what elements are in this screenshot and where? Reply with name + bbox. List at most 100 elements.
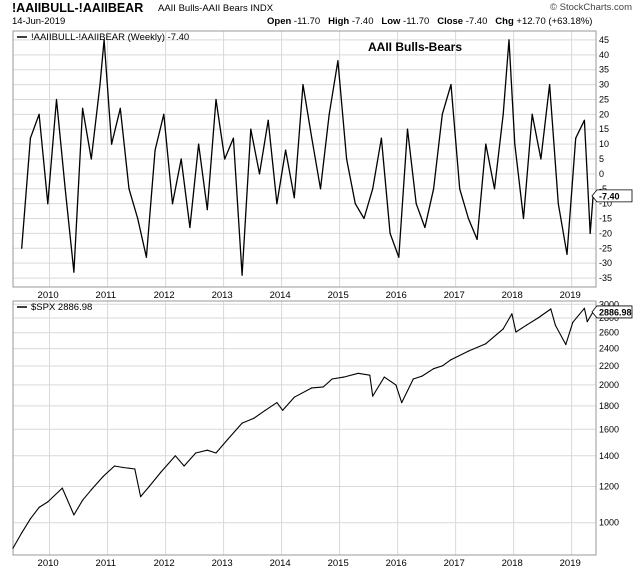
y-tick-label: 10	[599, 139, 609, 149]
data-point	[467, 350, 469, 352]
data-point	[276, 203, 278, 205]
legend-label: !AAIIBULL-!AAIIBEAR (Weekly) -7.40	[31, 32, 189, 43]
data-point	[485, 343, 487, 345]
data-point	[322, 386, 324, 388]
x-tick-label: 2013	[212, 290, 233, 299]
last-value-text: 2886.98	[599, 307, 632, 317]
data-point	[145, 256, 147, 258]
data-point	[64, 188, 66, 190]
data-point	[406, 128, 409, 130]
data-point	[319, 188, 322, 190]
y-tick-label: -20	[599, 228, 612, 238]
data-point	[258, 173, 261, 175]
data-point	[557, 203, 559, 205]
data-point	[140, 496, 142, 498]
data-point	[119, 107, 121, 109]
data-point	[383, 376, 385, 378]
data-point	[111, 143, 113, 145]
y-tick-label: 1000	[599, 518, 619, 528]
data-point	[276, 402, 278, 404]
x-tick-label: 2018	[502, 558, 523, 569]
data-point	[90, 489, 92, 491]
x-tick-label: 2013	[212, 558, 233, 569]
data-point	[515, 331, 517, 333]
data-point	[21, 247, 23, 249]
data-point	[369, 374, 371, 376]
data-point	[540, 158, 542, 160]
data-point	[195, 452, 197, 454]
data-point	[154, 149, 156, 151]
low-value: -11.70	[403, 16, 430, 27]
data-point	[531, 113, 533, 115]
data-point	[227, 438, 229, 441]
data-point	[198, 143, 200, 145]
data-point	[61, 487, 63, 489]
data-point	[267, 119, 269, 121]
x-tick-label: 2014	[270, 558, 291, 569]
data-point	[354, 203, 356, 205]
data-point	[525, 324, 528, 326]
y-tick-label: -5	[599, 184, 607, 194]
data-point	[282, 409, 284, 411]
legend-label: $SPX 2886.98	[31, 302, 92, 313]
series-line	[12, 307, 594, 549]
data-point	[189, 226, 191, 229]
data-point	[134, 468, 136, 470]
data-point	[343, 376, 345, 378]
data-point	[389, 232, 391, 234]
data-point	[160, 471, 162, 473]
last-value-text: -7.40	[599, 191, 620, 201]
x-tick-label: 2011	[96, 290, 116, 299]
data-point	[554, 324, 557, 326]
x-tick-label: 2015	[328, 558, 349, 569]
y-tick-label: 5	[599, 154, 604, 164]
x-tick-label: 2016	[386, 290, 407, 299]
data-point	[250, 128, 252, 130]
data-point	[171, 203, 174, 205]
data-point	[113, 465, 116, 467]
open-label: Open	[267, 16, 292, 27]
data-point	[401, 402, 403, 404]
data-point	[337, 60, 339, 62]
data-point	[537, 317, 539, 319]
data-point	[311, 387, 313, 389]
data-point	[174, 455, 176, 457]
y-tick-label: -30	[599, 258, 612, 268]
low-label: Low	[381, 16, 401, 27]
y-tick-label: 2200	[599, 361, 619, 371]
x-tick-label: 2010	[38, 558, 59, 569]
data-point	[467, 217, 469, 220]
y-tick-label: 15	[599, 124, 609, 134]
data-point	[476, 238, 478, 240]
data-point	[514, 143, 516, 145]
y-tick-label: 1600	[599, 424, 619, 434]
data-point	[12, 547, 14, 549]
data-point	[99, 84, 101, 86]
data-point	[128, 188, 130, 190]
data-point	[589, 232, 591, 234]
symbol-title: !AAIIBULL-!AAIIBEAR	[12, 1, 144, 15]
plot-frame	[12, 300, 597, 556]
y-tick-label: 2000	[599, 380, 619, 390]
plot-frame	[12, 30, 597, 288]
data-point	[302, 84, 304, 86]
data-point	[328, 113, 330, 115]
data-point	[441, 365, 443, 367]
ohlc-readout: Open -11.70 High -7.40 Low -11.70 Close …	[267, 16, 592, 27]
data-point	[163, 113, 165, 115]
data-point	[137, 217, 139, 220]
data-point	[522, 217, 525, 220]
data-point	[450, 84, 452, 86]
data-point	[380, 137, 382, 139]
data-point	[441, 113, 443, 115]
data-point	[412, 378, 414, 380]
y-tick-label: 1400	[599, 451, 619, 461]
data-point	[102, 476, 104, 478]
data-point	[331, 378, 333, 380]
data-point	[549, 84, 551, 86]
close-value: -7.40	[465, 16, 488, 27]
close-label: Close	[437, 16, 464, 27]
data-point	[433, 368, 435, 370]
data-point	[372, 395, 374, 397]
data-point	[583, 119, 586, 121]
